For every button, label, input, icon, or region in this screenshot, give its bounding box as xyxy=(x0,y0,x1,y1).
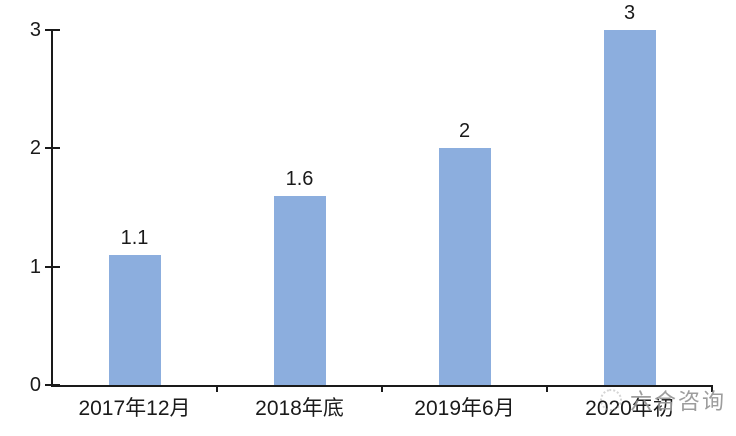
y-tick-label: 2 xyxy=(29,137,41,160)
x-tick xyxy=(216,385,218,392)
bar xyxy=(438,148,491,385)
bar-value-label: 1.1 xyxy=(120,226,149,249)
x-tick xyxy=(711,385,713,392)
bar xyxy=(273,195,326,385)
x-category-label: 2019年6月 xyxy=(414,397,515,420)
y-tick-label: 3 xyxy=(29,19,41,41)
x-category-label: 2017年12月 xyxy=(78,397,191,420)
y-tick-label: 0 xyxy=(29,374,41,396)
y-tick xyxy=(45,265,60,268)
x-tick xyxy=(546,385,548,392)
y-axis-line xyxy=(51,30,53,385)
x-tick xyxy=(381,385,383,392)
y-tick-label: 1 xyxy=(29,255,41,278)
y-tick xyxy=(45,384,60,386)
y-tick xyxy=(45,29,60,31)
bar xyxy=(108,254,161,385)
y-tick xyxy=(45,147,60,150)
bar-value-label: 3 xyxy=(623,2,636,24)
bar xyxy=(603,30,656,385)
bar-value-label: 2 xyxy=(458,120,471,143)
x-category-label: 2020年初 xyxy=(585,397,674,420)
x-category-label: 2018年底 xyxy=(255,397,344,420)
bar-value-label: 1.6 xyxy=(285,167,314,190)
